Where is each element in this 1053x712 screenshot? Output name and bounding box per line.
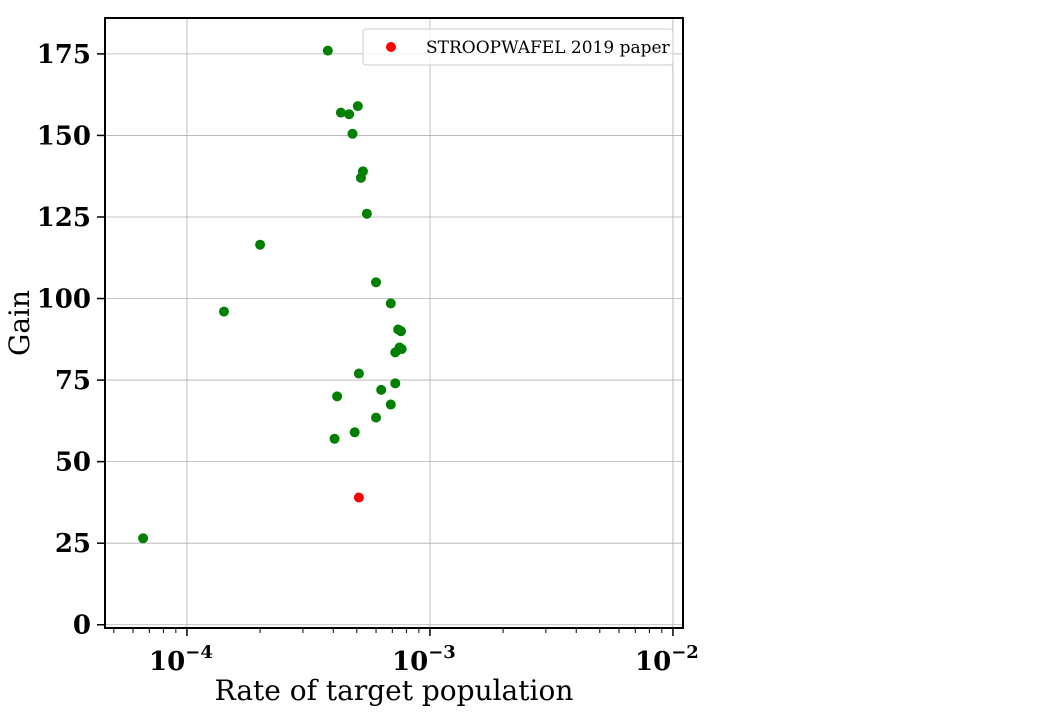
- y-tick-label: 175: [37, 40, 91, 70]
- data-point: [361, 208, 372, 219]
- data-point: [371, 277, 382, 288]
- data-point: [376, 384, 387, 395]
- y-tick-label: 0: [73, 611, 91, 641]
- data-point: [385, 298, 396, 309]
- data-point: [357, 166, 368, 177]
- data-point: [395, 326, 406, 337]
- data-point: [332, 391, 343, 402]
- y-tick-label: 50: [55, 448, 91, 478]
- data-point: [385, 399, 396, 410]
- grid: [105, 18, 683, 628]
- x-tick-label: 10−4: [149, 642, 213, 677]
- data-point: [390, 378, 401, 389]
- data-point: [322, 45, 333, 56]
- data-point: [396, 344, 407, 355]
- y-tick-label: 75: [55, 366, 91, 396]
- x-tick-label: 10−3: [392, 642, 456, 677]
- data-point: [255, 239, 266, 250]
- data-point: [335, 107, 346, 118]
- plot-frame: [104, 17, 684, 629]
- data-point: [349, 427, 360, 438]
- data-point: [138, 533, 149, 544]
- legend-marker: [386, 42, 396, 52]
- data-point: [344, 109, 355, 120]
- x-axis-label: Rate of target population: [215, 674, 574, 707]
- y-axis-label: Gain: [3, 290, 36, 356]
- data-point: [353, 492, 364, 503]
- y-tick-label: 100: [37, 285, 91, 315]
- data-point: [218, 306, 229, 317]
- y-tick-label: 150: [37, 121, 91, 151]
- data-point: [371, 412, 382, 423]
- y-tick-label: 25: [55, 529, 91, 559]
- legend-entry: STROOPWAFEL 2019 paper: [426, 38, 671, 58]
- y-tick-label: 125: [37, 203, 91, 233]
- data-point: [353, 368, 364, 379]
- legend-box: [362, 28, 674, 66]
- data-point: [352, 101, 363, 112]
- legend: STROOPWAFEL 2019 paper: [362, 28, 674, 66]
- data-point: [329, 433, 340, 444]
- axis-ticks: 0 25 50 75 100 125 150 175 10−4 10−3 10−2: [37, 40, 699, 677]
- data-points: [138, 45, 407, 544]
- data-point: [347, 128, 358, 139]
- x-tick-label: 10−2: [635, 642, 699, 677]
